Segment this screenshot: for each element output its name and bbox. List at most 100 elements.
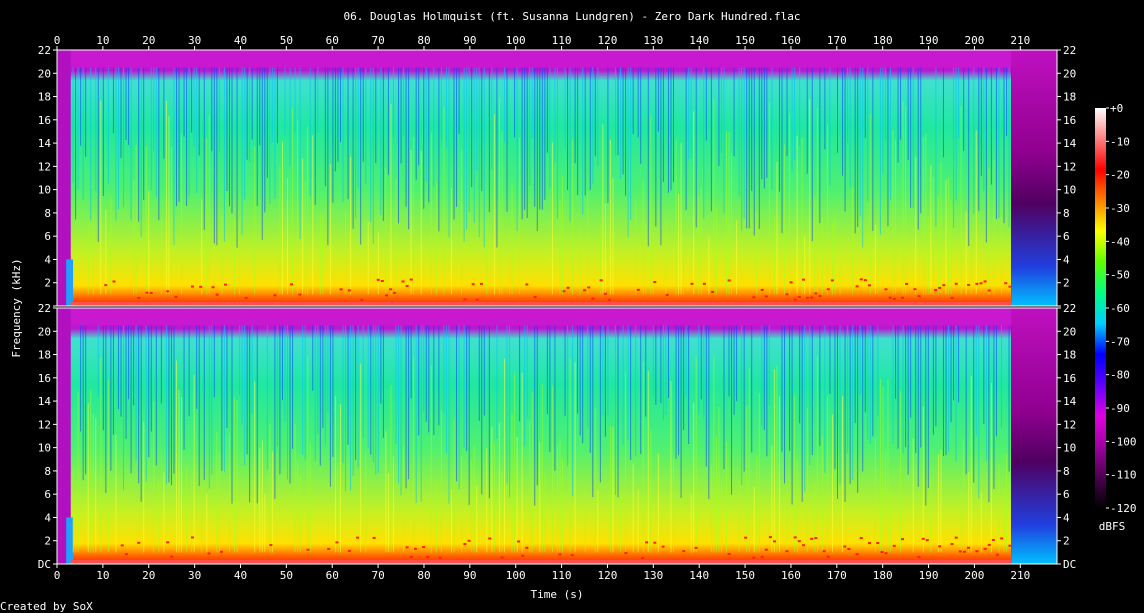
panel-frame	[56, 49, 1058, 307]
energy-mark	[789, 281, 793, 284]
energy-mark	[533, 295, 537, 298]
x-tick-label: 0	[54, 34, 61, 47]
x-tick-label: 50	[280, 34, 293, 47]
x-tick-label: 200	[964, 34, 984, 47]
y-tick-label: 22	[38, 302, 51, 315]
x-tick-label: 30	[188, 569, 201, 582]
y-tick-label: 2	[44, 277, 51, 290]
energy-mark	[517, 540, 521, 543]
energy-mark	[661, 545, 665, 548]
energy-mark	[880, 550, 884, 553]
energy-mark	[814, 292, 818, 295]
energy-mark	[566, 286, 570, 289]
channel-panel-1	[56, 49, 1058, 307]
energy-mark	[884, 288, 888, 291]
colorbar: +0 -10 -20 -30 -40 -50 -60 -70 -80 -90 -100 -110 -12…	[1095, 102, 1137, 533]
energy-mark	[166, 541, 170, 544]
energy-mark	[810, 537, 814, 540]
x-tick-label: 170	[827, 569, 847, 582]
energy-mark	[104, 284, 108, 287]
energy-mark	[892, 297, 896, 300]
y-tick-label: 20	[1063, 67, 1076, 80]
energy-mark	[479, 282, 483, 285]
dc-band	[70, 301, 1012, 306]
energy-mark	[380, 280, 384, 283]
energy-mark	[917, 295, 921, 298]
energy-mark	[954, 282, 958, 285]
energy-mark	[463, 543, 467, 546]
energy-mark	[570, 554, 574, 557]
x-tick-label: 130	[643, 34, 663, 47]
energy-mark	[145, 291, 149, 294]
colorbar-ticks: +0 -10 -20 -30 -40 -50 -60 -70 -80 -90 -100 -110 -12…	[1106, 102, 1137, 515]
energy-mark	[801, 544, 805, 547]
energy-mark	[764, 548, 768, 551]
energy-mark	[975, 282, 979, 285]
energy-mark	[822, 550, 826, 553]
energy-mark	[273, 294, 277, 297]
energy-mark	[665, 293, 669, 296]
x-tick-label: 210	[1010, 569, 1030, 582]
x-tick-label: 80	[417, 34, 430, 47]
y-tick-label: 4	[1063, 511, 1070, 524]
energy-mark	[347, 549, 351, 552]
energy-mark	[327, 547, 331, 550]
energy-mark	[764, 295, 768, 298]
energy-mark	[991, 538, 995, 541]
energy-mark	[826, 288, 830, 291]
energy-mark	[500, 556, 504, 559]
y-tick-label: 20	[38, 325, 51, 338]
x-tick-label: 200	[964, 569, 984, 582]
energy-mark	[190, 285, 194, 288]
x-tick-label: 90	[463, 569, 476, 582]
energy-mark	[438, 556, 442, 559]
energy-mark	[760, 555, 764, 558]
y-tick-label: 16	[1063, 114, 1076, 127]
y-tick-label: 12	[1063, 160, 1076, 173]
y-tick-label: 4	[44, 253, 51, 266]
x-tick-label: 40	[234, 34, 247, 47]
x-tick-label: 20	[142, 34, 155, 47]
energy-mark	[995, 553, 999, 556]
energy-mark	[525, 546, 529, 549]
energy-mark	[211, 286, 215, 289]
x-tick-label: 130	[643, 569, 663, 582]
energy-mark	[884, 552, 888, 555]
y-tick-label: 6	[1063, 488, 1070, 501]
energy-mark	[120, 544, 124, 547]
x-tick-label: 110	[552, 569, 572, 582]
energy-mark	[793, 536, 797, 539]
energy-mark	[868, 542, 872, 545]
energy-mark	[797, 540, 801, 543]
y-axis-label: Frequency (kHz)	[10, 258, 23, 357]
energy-mark	[137, 296, 141, 299]
y-tick-label: 4	[1063, 253, 1070, 266]
x-tick-label: 40	[234, 569, 247, 582]
y-tick-label: 18	[38, 91, 51, 104]
x-tick-label: 190	[919, 569, 939, 582]
energy-mark	[958, 550, 962, 553]
y-tick-label: 2	[44, 535, 51, 548]
energy-mark	[405, 285, 409, 288]
x-tick-label: 100	[506, 34, 526, 47]
energy-mark	[405, 546, 409, 549]
energy-mark	[393, 291, 397, 294]
energy-mark	[244, 296, 248, 299]
energy-mark	[806, 296, 810, 299]
energy-mark	[591, 297, 595, 300]
y-tick-label: 6	[1063, 230, 1070, 243]
energy-mark	[967, 283, 971, 286]
lowpass-region	[57, 50, 1057, 68]
x-tick-label: 190	[919, 34, 939, 47]
energy-mark	[207, 552, 211, 555]
energy-mark	[773, 540, 777, 543]
energy-mark	[384, 294, 388, 297]
energy-mark	[339, 288, 343, 291]
credit-text: Created by SoX	[0, 600, 93, 613]
y-tick-label: 8	[44, 207, 51, 220]
energy-mark	[636, 288, 640, 291]
x-tick-label: 80	[417, 569, 430, 582]
energy-mark	[290, 283, 294, 286]
energy-mark	[166, 290, 170, 293]
energy-mark	[1008, 285, 1012, 288]
